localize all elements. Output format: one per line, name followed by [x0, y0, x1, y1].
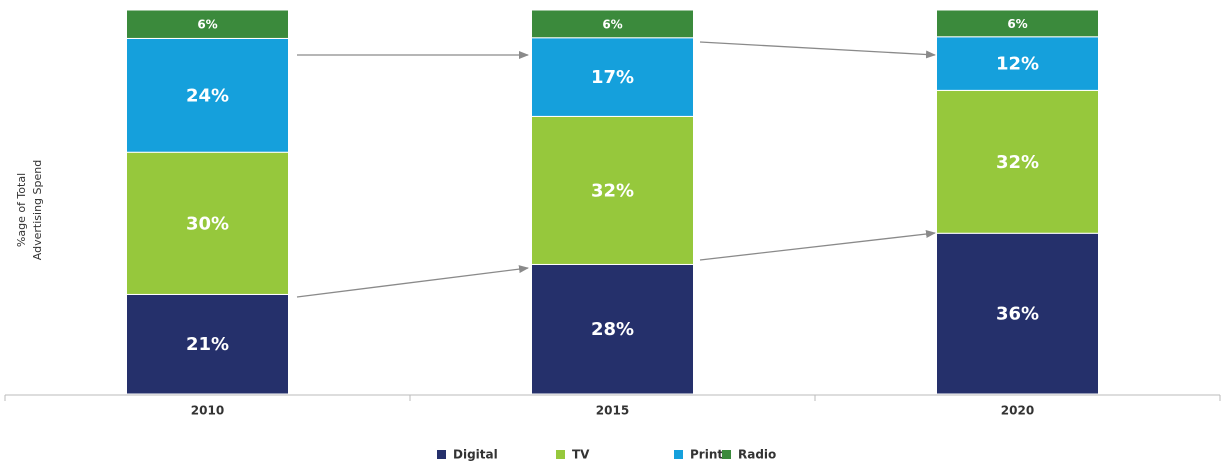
value-label: 28%: [591, 319, 634, 340]
y-axis-label: %age of Total Advertising Spend: [15, 160, 44, 260]
bar-segment: [936, 232, 1099, 395]
bar-segment: [126, 9, 289, 39]
trend-arrow: [296, 265, 529, 298]
trend-arrow: [699, 230, 936, 261]
legend-label: Radio: [738, 448, 776, 462]
value-label: 36%: [996, 304, 1039, 325]
value-label: 6%: [1007, 17, 1027, 31]
x-tick-label: 2010: [191, 404, 224, 418]
bar-segment: [531, 115, 694, 265]
bar-segment: [531, 9, 694, 39]
bar-segment: [126, 151, 289, 295]
legend-swatch: [437, 450, 446, 459]
bar-segment: [936, 36, 1099, 91]
trend-arrow: [699, 41, 936, 59]
y-label-line: %age of Total: [15, 173, 28, 247]
value-label: 6%: [602, 17, 622, 31]
value-label: 17%: [591, 67, 634, 88]
legend-label: Print: [690, 448, 723, 462]
y-label-line: Advertising Spend: [31, 160, 44, 260]
value-label: 32%: [591, 180, 634, 201]
value-label: 30%: [186, 213, 229, 234]
bar-segment: [126, 293, 289, 395]
legend-label: Digital: [453, 448, 498, 462]
value-label: 32%: [996, 152, 1039, 173]
bar-segment: [936, 89, 1099, 234]
legend-swatch: [722, 450, 731, 459]
value-label: 6%: [197, 18, 217, 32]
x-tick-label: 2020: [1001, 404, 1034, 418]
bar-segment: [531, 263, 694, 395]
legend-swatch: [556, 450, 565, 459]
bar-segment: [531, 37, 694, 117]
bar-segment: [126, 37, 289, 153]
bar-segment: [936, 9, 1099, 38]
value-label: 24%: [186, 85, 229, 106]
legend-swatch: [674, 450, 683, 459]
value-label: 12%: [996, 54, 1039, 75]
x-tick-label: 2015: [596, 404, 629, 418]
value-label: 21%: [186, 334, 229, 355]
legend-label: TV: [572, 448, 590, 462]
